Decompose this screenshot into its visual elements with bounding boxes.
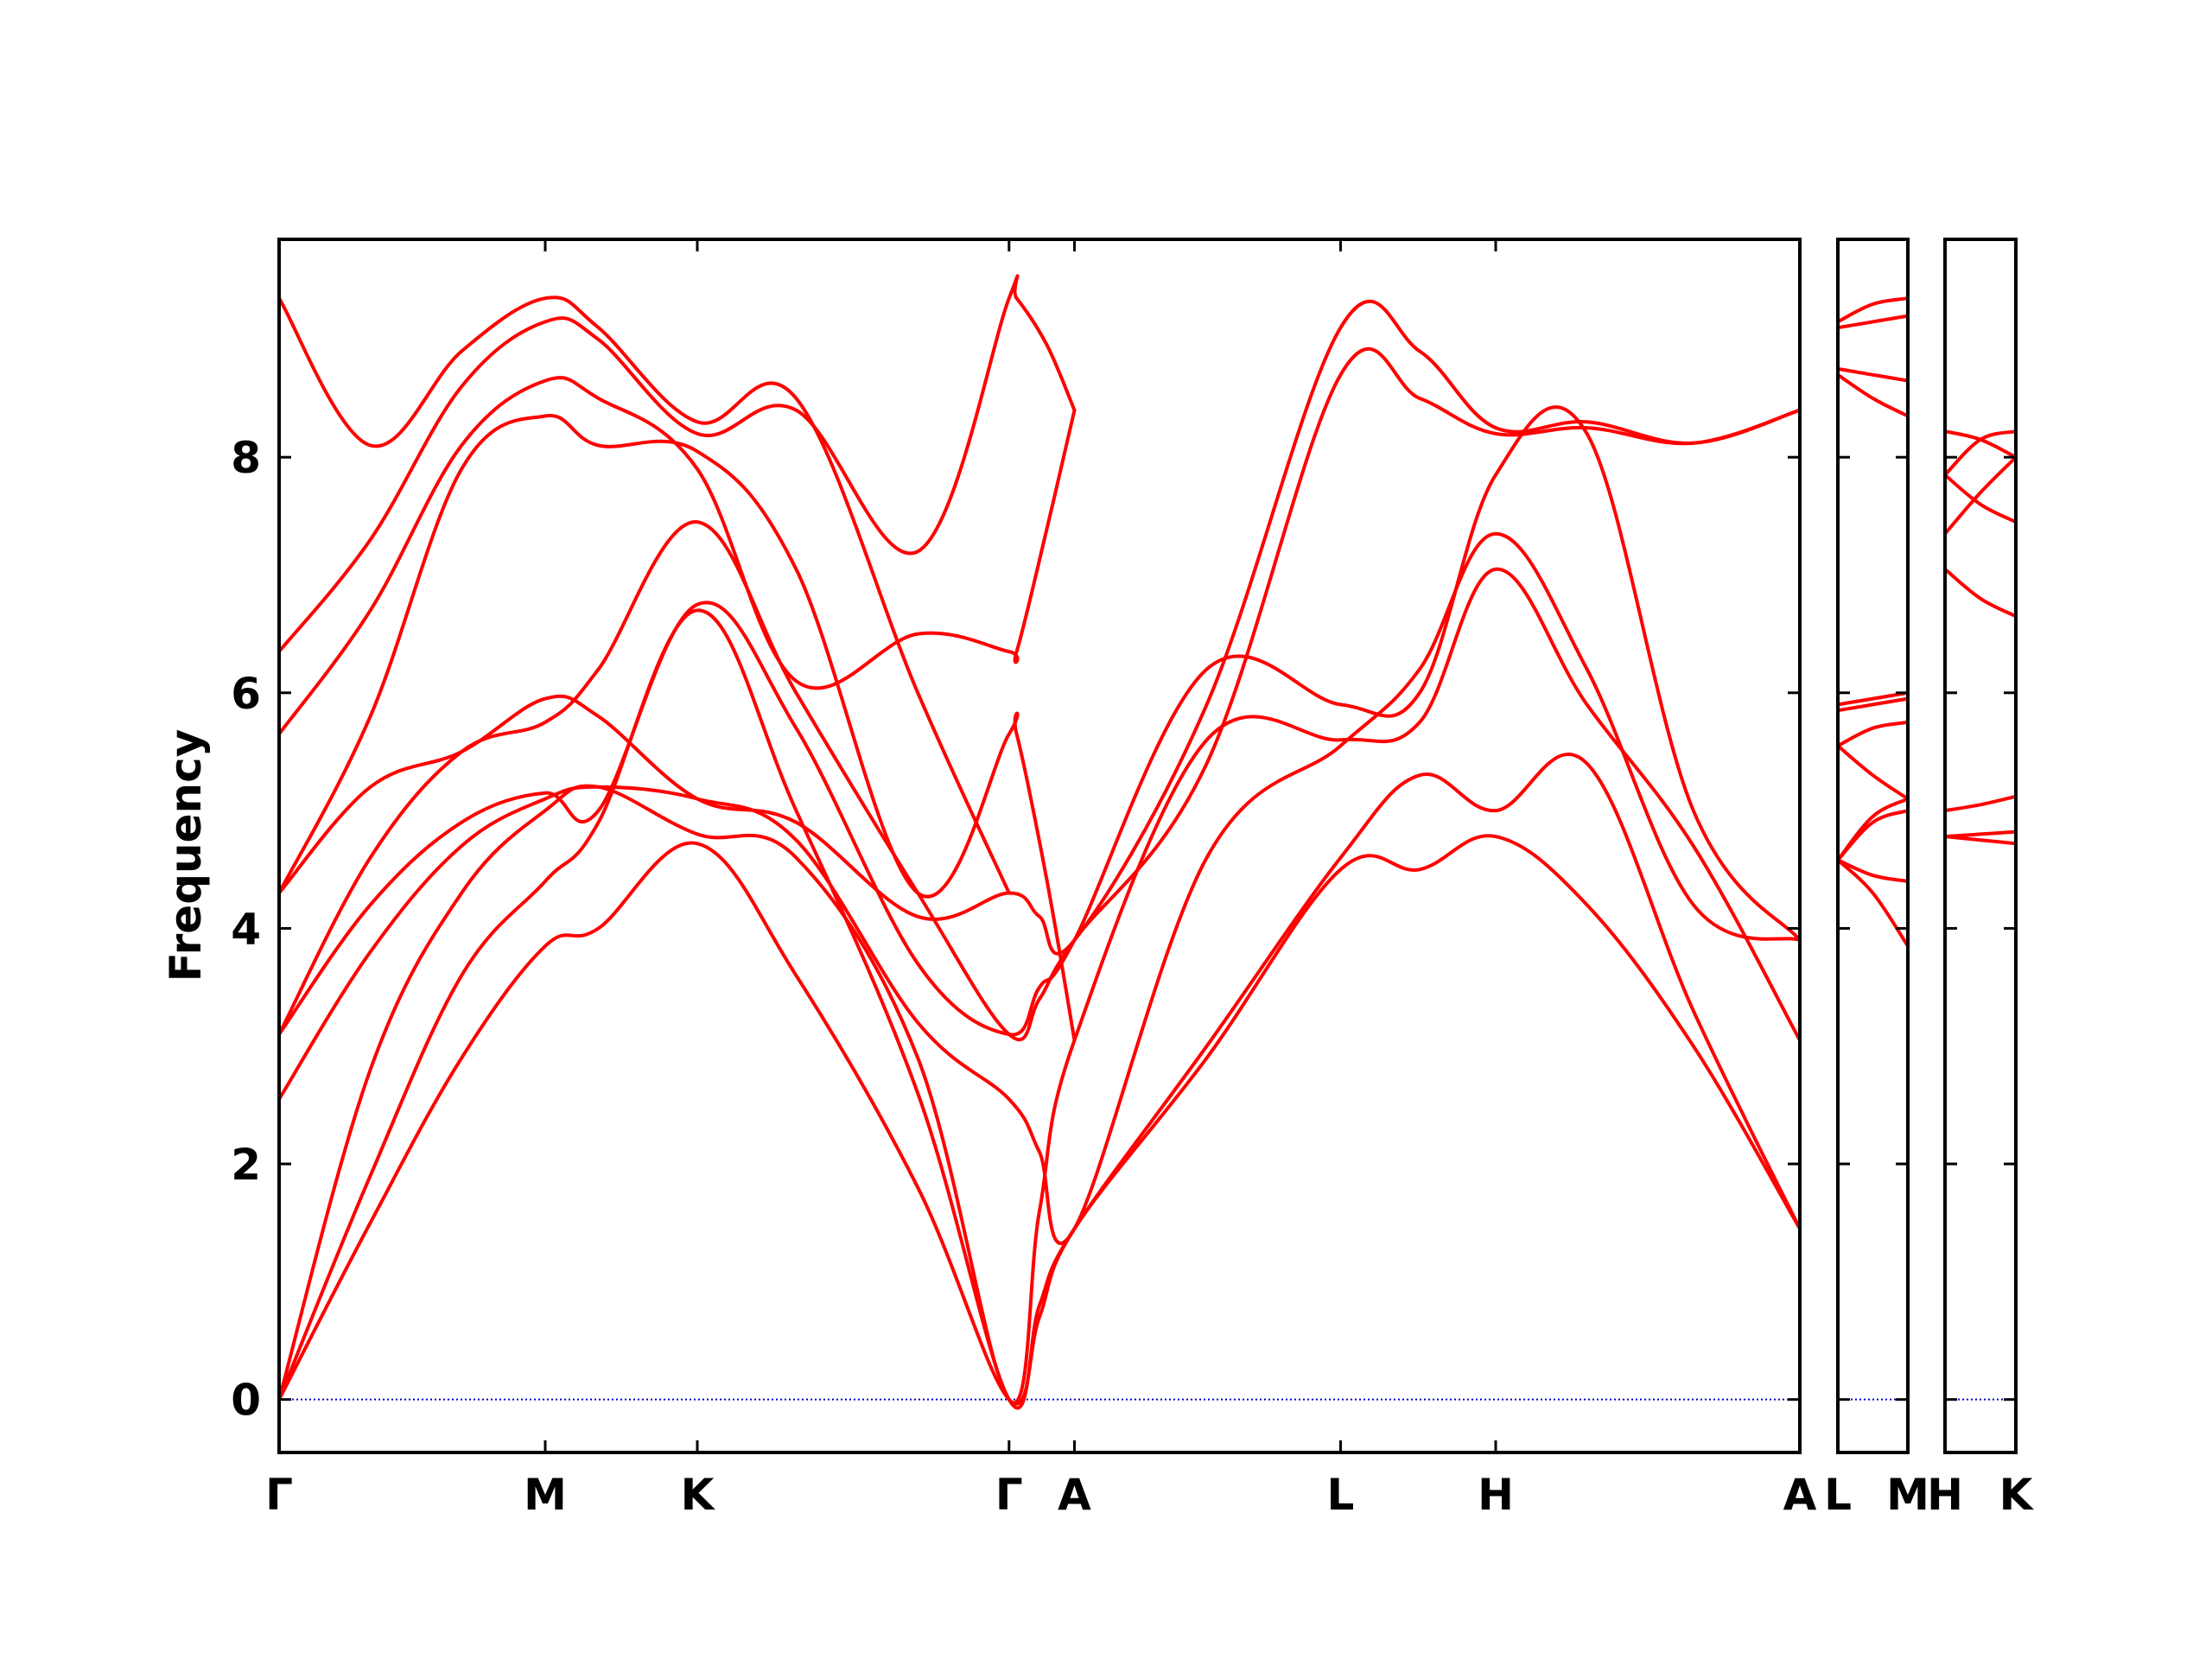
y-tick-label: 8 bbox=[231, 433, 261, 483]
x-tick-label: A bbox=[1783, 1470, 1817, 1520]
x-tick-label: K bbox=[1999, 1470, 2035, 1520]
band-series-line bbox=[277, 414, 1077, 1042]
band-series-line bbox=[1836, 696, 1910, 713]
series-layer bbox=[277, 274, 2018, 1410]
band-series-line bbox=[277, 274, 1077, 654]
band-series-line bbox=[277, 405, 1802, 1037]
band-series-line bbox=[1836, 296, 1910, 324]
band-series-line bbox=[1836, 797, 1910, 862]
x-tick-label: L bbox=[1824, 1470, 1852, 1520]
band-series-line bbox=[1943, 830, 2018, 839]
y-tick-label: 0 bbox=[231, 1376, 261, 1426]
y-tick-label: 6 bbox=[231, 669, 261, 719]
band-series-line bbox=[1836, 858, 1910, 948]
y-tick-label: 4 bbox=[231, 904, 261, 954]
band-series-line bbox=[277, 376, 1077, 736]
x-tick-label: M bbox=[524, 1470, 567, 1520]
band-series-line bbox=[1943, 473, 2018, 524]
y-tick-label: 2 bbox=[231, 1140, 261, 1190]
x-tick-label: H bbox=[1927, 1470, 1963, 1520]
band-series-line bbox=[1836, 366, 1910, 383]
band-series-line bbox=[1943, 455, 2018, 536]
band-series-line bbox=[1836, 372, 1910, 418]
band-series-line bbox=[277, 346, 1802, 1042]
x-tick-label: A bbox=[1058, 1470, 1091, 1520]
band-series-line bbox=[1943, 429, 2018, 460]
band-series-line bbox=[1836, 858, 1910, 883]
x-tick-label: K bbox=[681, 1470, 716, 1520]
band-series-line bbox=[1943, 835, 2018, 846]
band-series-line bbox=[277, 299, 1802, 956]
y-axis-title: Frequency bbox=[161, 729, 211, 982]
panel-frame bbox=[1943, 238, 2018, 1454]
x-tick-label: Γ bbox=[265, 1470, 293, 1520]
band-series-line bbox=[1943, 567, 2018, 619]
x-tick-label: M bbox=[1886, 1470, 1929, 1520]
band-series-line bbox=[1836, 744, 1910, 801]
band-series-line bbox=[1836, 314, 1910, 330]
panel-frames bbox=[277, 238, 2018, 1454]
panel-frame bbox=[1836, 238, 1910, 1454]
band-series-line bbox=[277, 567, 1802, 1405]
band-series-line bbox=[277, 608, 1802, 1410]
x-axis-labels: Γ M K Γ A L H A L MH K bbox=[265, 1470, 2035, 1520]
y-axis-ticks: 0 2 4 6 8 bbox=[231, 433, 2016, 1426]
band-series-line bbox=[1836, 690, 1910, 707]
band-series-line bbox=[277, 531, 1802, 1245]
band-series-line bbox=[1836, 720, 1910, 748]
panel-frame bbox=[277, 238, 1802, 1454]
x-tick-label: L bbox=[1327, 1470, 1355, 1520]
band-series-line bbox=[277, 296, 1011, 895]
x-tick-label: H bbox=[1478, 1470, 1514, 1520]
x-tick-label: Γ bbox=[995, 1470, 1023, 1520]
band-series-line bbox=[277, 834, 1802, 1406]
band-series-line bbox=[1943, 794, 2018, 813]
